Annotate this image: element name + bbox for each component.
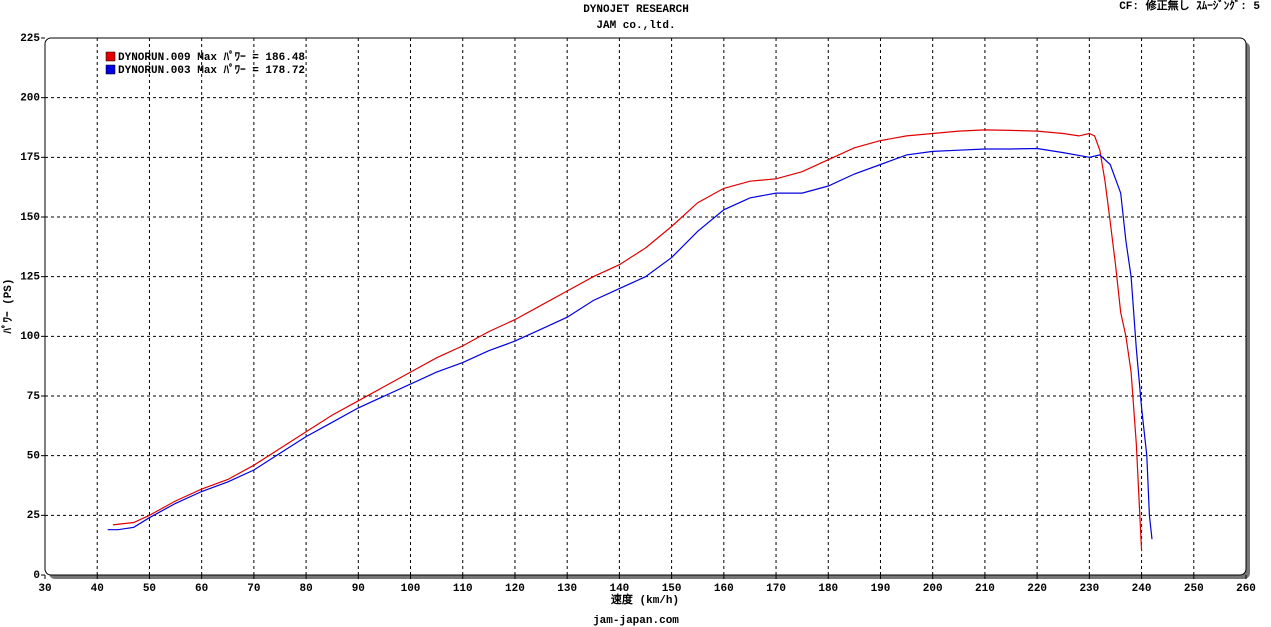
x-axis-label: 速度 (km/h) (611, 592, 679, 607)
y-tick-label: 200 (20, 93, 40, 105)
data-line (112, 129, 1143, 552)
x-tick-label: 230 (1079, 583, 1099, 595)
x-tick-label: 30 (38, 583, 51, 595)
chart-title: DYNOJET RESEARCH (583, 4, 689, 16)
x-tick-label: 210 (975, 583, 995, 595)
x-tick-label: 40 (91, 583, 104, 595)
y-tick-label: 75 (27, 391, 41, 403)
y-tick-label: 175 (20, 152, 40, 164)
x-tick-label: 130 (557, 583, 577, 595)
chart-subtitle: JAM co.,ltd. (596, 20, 675, 32)
corner-note: CF: 修正無し ｽﾑｰｼﾞﾝｸﾞ: 5 (1119, 0, 1260, 13)
x-tick-label: 190 (871, 583, 891, 595)
x-tick-label: 220 (1027, 583, 1047, 595)
legend-label: DYNORUN.003 Max ﾊﾟﾜｰ = 178.72 (118, 62, 305, 77)
y-tick-label: 225 (20, 33, 40, 45)
y-tick-label: 25 (27, 510, 41, 522)
plot-frame (44, 37, 1247, 576)
y-tick-label: 150 (20, 212, 40, 224)
x-tick-label: 200 (923, 583, 943, 595)
legend-swatch (105, 64, 116, 75)
x-tick-label: 60 (195, 583, 208, 595)
x-tick-label: 120 (505, 583, 525, 595)
y-tick-label: 50 (27, 451, 40, 463)
x-tick-label: 110 (453, 583, 473, 595)
x-tick-label: 150 (662, 583, 682, 595)
x-tick-label: 140 (609, 583, 629, 595)
x-tick-label: 240 (1132, 583, 1152, 595)
y-tick-label: 0 (33, 570, 40, 582)
data-line (107, 147, 1153, 540)
x-tick-label: 90 (352, 583, 365, 595)
x-tick-label: 100 (401, 583, 421, 595)
x-tick-label: 170 (766, 583, 786, 595)
x-tick-label: 160 (714, 583, 734, 595)
x-tick-label: 80 (299, 583, 312, 595)
y-tick-label: 125 (20, 272, 40, 284)
legend-swatch (105, 51, 116, 62)
y-tick-label: 100 (20, 331, 40, 343)
x-tick-label: 70 (247, 583, 260, 595)
x-tick-label: 260 (1236, 583, 1256, 595)
y-axis-label: ﾊﾟﾜｰ (PS) (0, 278, 15, 334)
x-tick-label: 50 (143, 583, 156, 595)
legend-label: DYNORUN.009 Max ﾊﾟﾜｰ = 186.48 (118, 49, 305, 64)
x-tick-label: 180 (818, 583, 838, 595)
footer: jam-japan.com (593, 615, 679, 627)
x-tick-label: 250 (1184, 583, 1204, 595)
